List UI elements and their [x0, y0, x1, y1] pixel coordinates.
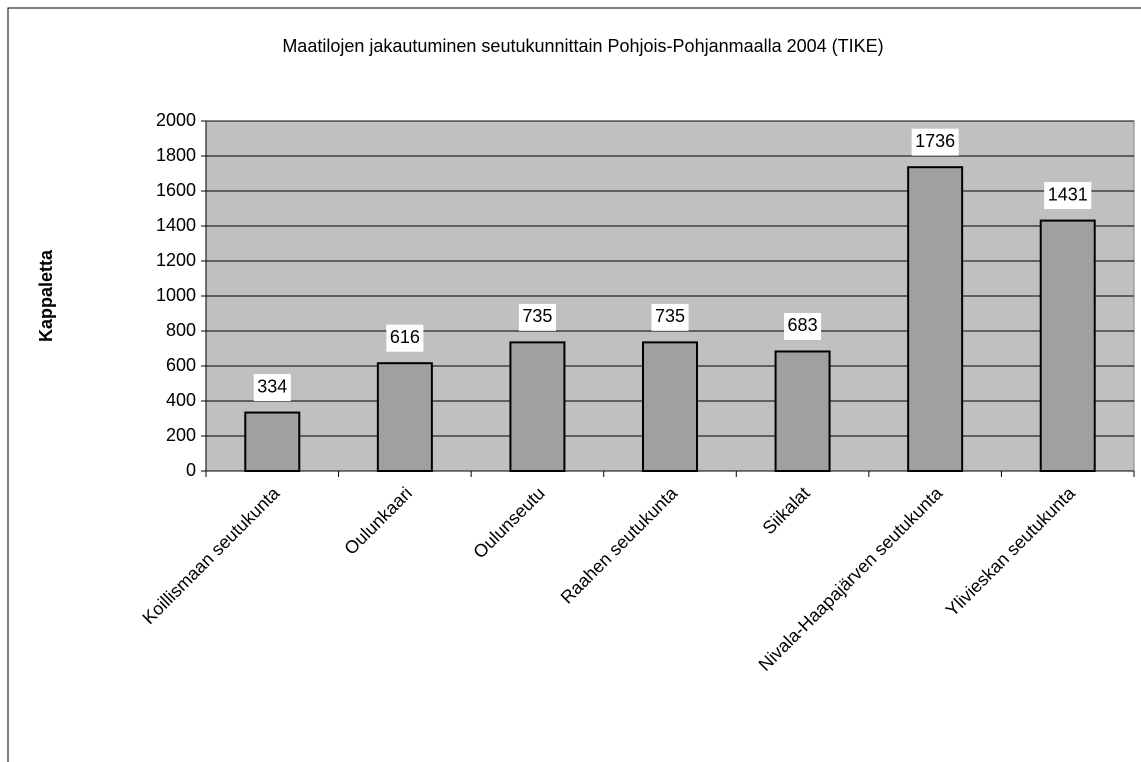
bar: [244, 411, 301, 472]
bar: [1039, 219, 1096, 472]
y-axis-label: Kappaletta: [36, 249, 56, 342]
y-tick-label: 1200: [156, 250, 196, 270]
data-label: 334: [257, 376, 287, 396]
bar: [509, 341, 566, 472]
y-tick-label: 400: [166, 390, 196, 410]
y-tick-label: 1600: [156, 180, 196, 200]
data-label: 616: [390, 327, 420, 347]
y-tick-label: 0: [186, 460, 196, 480]
data-label-box: [253, 374, 291, 402]
data-label-box: [651, 303, 689, 331]
y-tick-label: 1400: [156, 215, 196, 235]
bar: [774, 350, 831, 473]
bar: [376, 362, 433, 473]
y-tick-label: 200: [166, 425, 196, 445]
data-label: 1431: [1048, 184, 1088, 204]
bar: [907, 166, 964, 472]
y-tick-label: 1000: [156, 285, 196, 305]
data-label-box: [784, 312, 822, 340]
data-label-box: [386, 324, 424, 352]
data-label-box: [1044, 182, 1092, 210]
y-tick-label: 2000: [156, 110, 196, 130]
data-label-box: [911, 128, 959, 156]
data-label: 683: [788, 315, 818, 335]
y-tick-label: 800: [166, 320, 196, 340]
data-label: 735: [522, 306, 552, 326]
data-label: 735: [655, 306, 685, 326]
data-label: 1736: [915, 131, 955, 151]
y-tick-label: 1800: [156, 145, 196, 165]
data-label-box: [518, 303, 556, 331]
chart-title: Maatilojen jakautuminen seutukunnittain …: [282, 36, 883, 56]
bar: [642, 341, 698, 472]
y-tick-label: 600: [166, 355, 196, 375]
